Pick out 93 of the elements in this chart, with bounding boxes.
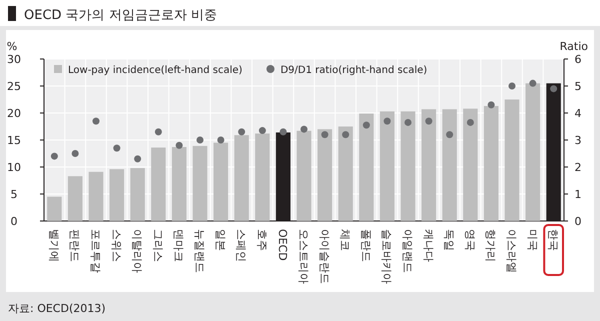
bar: [484, 106, 498, 221]
bar: [214, 142, 228, 221]
point: [280, 128, 287, 136]
point: [196, 136, 204, 144]
bar: [338, 126, 353, 221]
bar: [400, 111, 416, 221]
x-tick-label: 벨기에: [47, 229, 60, 262]
bar: [172, 147, 186, 221]
x-tick-label: 폴란드: [359, 229, 372, 262]
x-tick-label: OECD: [276, 229, 290, 261]
bar: [296, 130, 312, 221]
legend-label: D9/D1 ratio(right-hand scale): [280, 65, 428, 76]
point: [154, 128, 162, 136]
y2-axis-title: Ratio: [560, 40, 588, 53]
point: [321, 131, 328, 138]
x-tick-label: 덴마크: [172, 229, 186, 262]
x-tick-label: 독일: [442, 229, 456, 251]
bar: [526, 83, 540, 221]
y2-tick-label: 6: [574, 53, 582, 66]
point: [466, 118, 474, 126]
y2-tick-label: 4: [574, 107, 582, 120]
x-tick-label: 헝가리: [484, 229, 498, 262]
bar: [110, 169, 124, 221]
x-tick-label: 미국: [526, 229, 539, 251]
point: [92, 118, 100, 125]
x-tick-label: 오스트리아: [297, 229, 310, 284]
y-tick-label: 25: [7, 80, 21, 93]
chart-title: OECD 국가의 저임금근로자 비중: [24, 8, 217, 23]
y2-tick-label: 5: [574, 80, 582, 93]
bar: [192, 146, 208, 221]
bar: [504, 100, 520, 221]
x-tick-label: 뉴질랜드: [193, 229, 206, 273]
x-tick-label: 호주: [255, 229, 268, 251]
point: [404, 118, 412, 126]
y-tick-label: 15: [7, 134, 21, 147]
x-tick-label: 일본: [214, 229, 227, 251]
legend-label: Low-pay incidence(left-hand scale): [68, 65, 243, 76]
y2-tick-label: 2: [574, 161, 582, 174]
y2-tick-label: 1: [574, 188, 582, 201]
x-tick-label: 스페인: [234, 229, 248, 262]
point: [384, 118, 391, 125]
x-tick-label: 영국: [463, 229, 476, 251]
y-tick-label: 30: [7, 53, 21, 66]
x-tick-label: 포르투갈: [89, 229, 102, 273]
bar: [463, 108, 478, 221]
point: [217, 136, 224, 144]
bar: [47, 196, 62, 221]
bar: [318, 129, 332, 221]
y-axis-title: %: [6, 40, 18, 53]
bar: [255, 134, 270, 221]
point: [529, 80, 536, 87]
y-tick-label: 10: [7, 161, 21, 174]
x-tick-label: 그리스: [151, 229, 164, 262]
bar: [380, 111, 394, 221]
x-tick-label: 슬로바키아: [380, 229, 394, 284]
y-tick-label: 0: [10, 215, 18, 228]
point: [300, 126, 308, 133]
point: [134, 155, 142, 162]
x-tick-label: 이스라엘: [505, 229, 518, 273]
bar: [68, 176, 82, 221]
x-tick-label: 핀란드: [68, 229, 82, 262]
point: [238, 128, 246, 136]
x-tick-label: 아이슬란드: [318, 229, 331, 284]
point: [550, 85, 558, 92]
bar: [359, 114, 374, 221]
point: [508, 82, 516, 90]
point: [425, 118, 432, 125]
bar: [130, 168, 145, 221]
point: [258, 127, 266, 134]
point: [362, 122, 370, 129]
x-tick-label: 한국: [546, 229, 560, 251]
point: [113, 144, 120, 152]
x-tick-label: 아일랜드: [401, 229, 414, 273]
x-tick-label: 체코: [338, 229, 352, 251]
point: [50, 152, 58, 160]
bar: [234, 135, 249, 221]
bar: [422, 109, 436, 221]
bar: [442, 109, 457, 221]
y2-tick-label: 0: [574, 215, 582, 228]
x-tick-label: 스위스: [110, 229, 123, 262]
y-tick-label: 5: [10, 188, 18, 201]
y-tick-label: 20: [7, 107, 21, 120]
x-tick-label: 캐나다: [422, 229, 435, 262]
bar: [151, 148, 166, 221]
point: [342, 131, 350, 138]
x-tick-label: 이탈리아: [130, 229, 144, 273]
point: [176, 142, 183, 149]
point: [72, 150, 79, 157]
point: [488, 101, 495, 108]
y2-tick-label: 3: [574, 134, 582, 147]
text: 자료: OECD(2013): [8, 302, 106, 315]
bar: [88, 172, 104, 221]
point: [446, 131, 454, 138]
